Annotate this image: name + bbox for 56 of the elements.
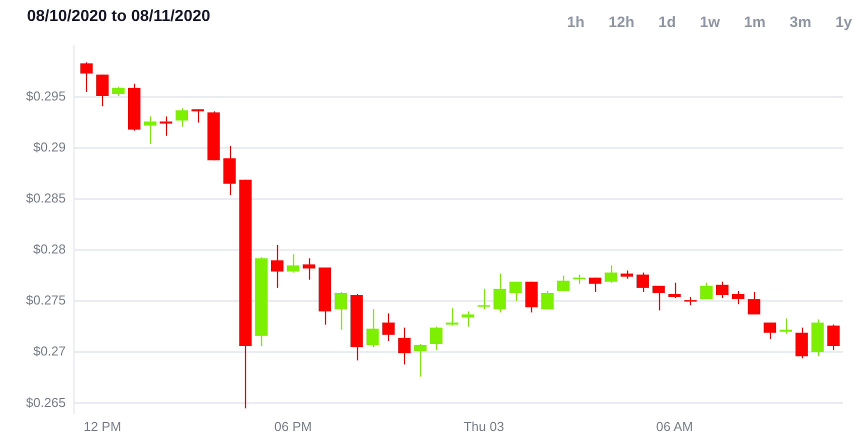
candlestick: [509, 281, 522, 302]
candlestick: [572, 274, 586, 284]
text: 1w: [698, 13, 721, 33]
text: 1d: [657, 13, 677, 33]
candlestick: [462, 310, 474, 328]
x-tick-label: Thu 03: [464, 418, 504, 434]
y-tick-label: $0.28: [33, 242, 66, 257]
candlestick: [764, 322, 776, 340]
x-tick-label: 06 PM: [274, 418, 312, 434]
candlestick: [827, 324, 840, 351]
y-tick-label: $0.265: [26, 394, 66, 410]
candlestick: [446, 308, 458, 326]
text: 12h: [608, 13, 636, 33]
candlestick: [430, 326, 442, 351]
candlestick: [414, 343, 426, 378]
candlestick: [334, 291, 347, 330]
candlestick: [652, 285, 665, 311]
x-tick-label: 12 PM: [84, 418, 122, 434]
text: 3m: [788, 13, 812, 33]
candlestick: [636, 272, 649, 293]
candlestick: [748, 291, 760, 316]
candlestick: [588, 277, 602, 293]
candlestick: [398, 327, 411, 366]
candlestick: [144, 116, 156, 145]
candlestick: [716, 281, 728, 299]
text: 1h: [566, 13, 586, 33]
candlestick: [80, 62, 93, 93]
candlestick: [382, 312, 395, 342]
candlestick: [700, 282, 713, 300]
candlestick: [541, 290, 554, 310]
candlestick: [302, 258, 316, 280]
chart-title: 08/10/2020 to 08/11/2020: [27, 8, 210, 26]
candlestick: [780, 318, 792, 334]
candlestick: [604, 264, 618, 284]
y-tick-label: $0.27: [33, 344, 66, 359]
candlestick: [557, 275, 570, 292]
candlestick: [668, 282, 681, 299]
y-tick-label: $0.29: [33, 140, 66, 155]
candlestick: [192, 108, 204, 124]
candlestick: [795, 327, 808, 359]
y-tick-label: $0.285: [26, 190, 66, 206]
candlestick: [160, 116, 172, 136]
candlestick: [96, 74, 109, 107]
text: 1m: [742, 13, 767, 33]
y-tick-label: $0.275: [26, 292, 66, 308]
candlestick: [271, 244, 284, 288]
candlestick: [494, 272, 506, 313]
candlestick: [732, 290, 744, 305]
candlestick: [176, 108, 188, 128]
y-tick-label: $0.295: [26, 88, 66, 104]
candlestick: [478, 288, 490, 310]
candlestick: [366, 308, 379, 348]
candlestick: [286, 254, 300, 274]
text: 1y: [834, 13, 853, 33]
candlestick: [112, 86, 124, 97]
x-tick-label: 06 AM: [656, 418, 693, 434]
